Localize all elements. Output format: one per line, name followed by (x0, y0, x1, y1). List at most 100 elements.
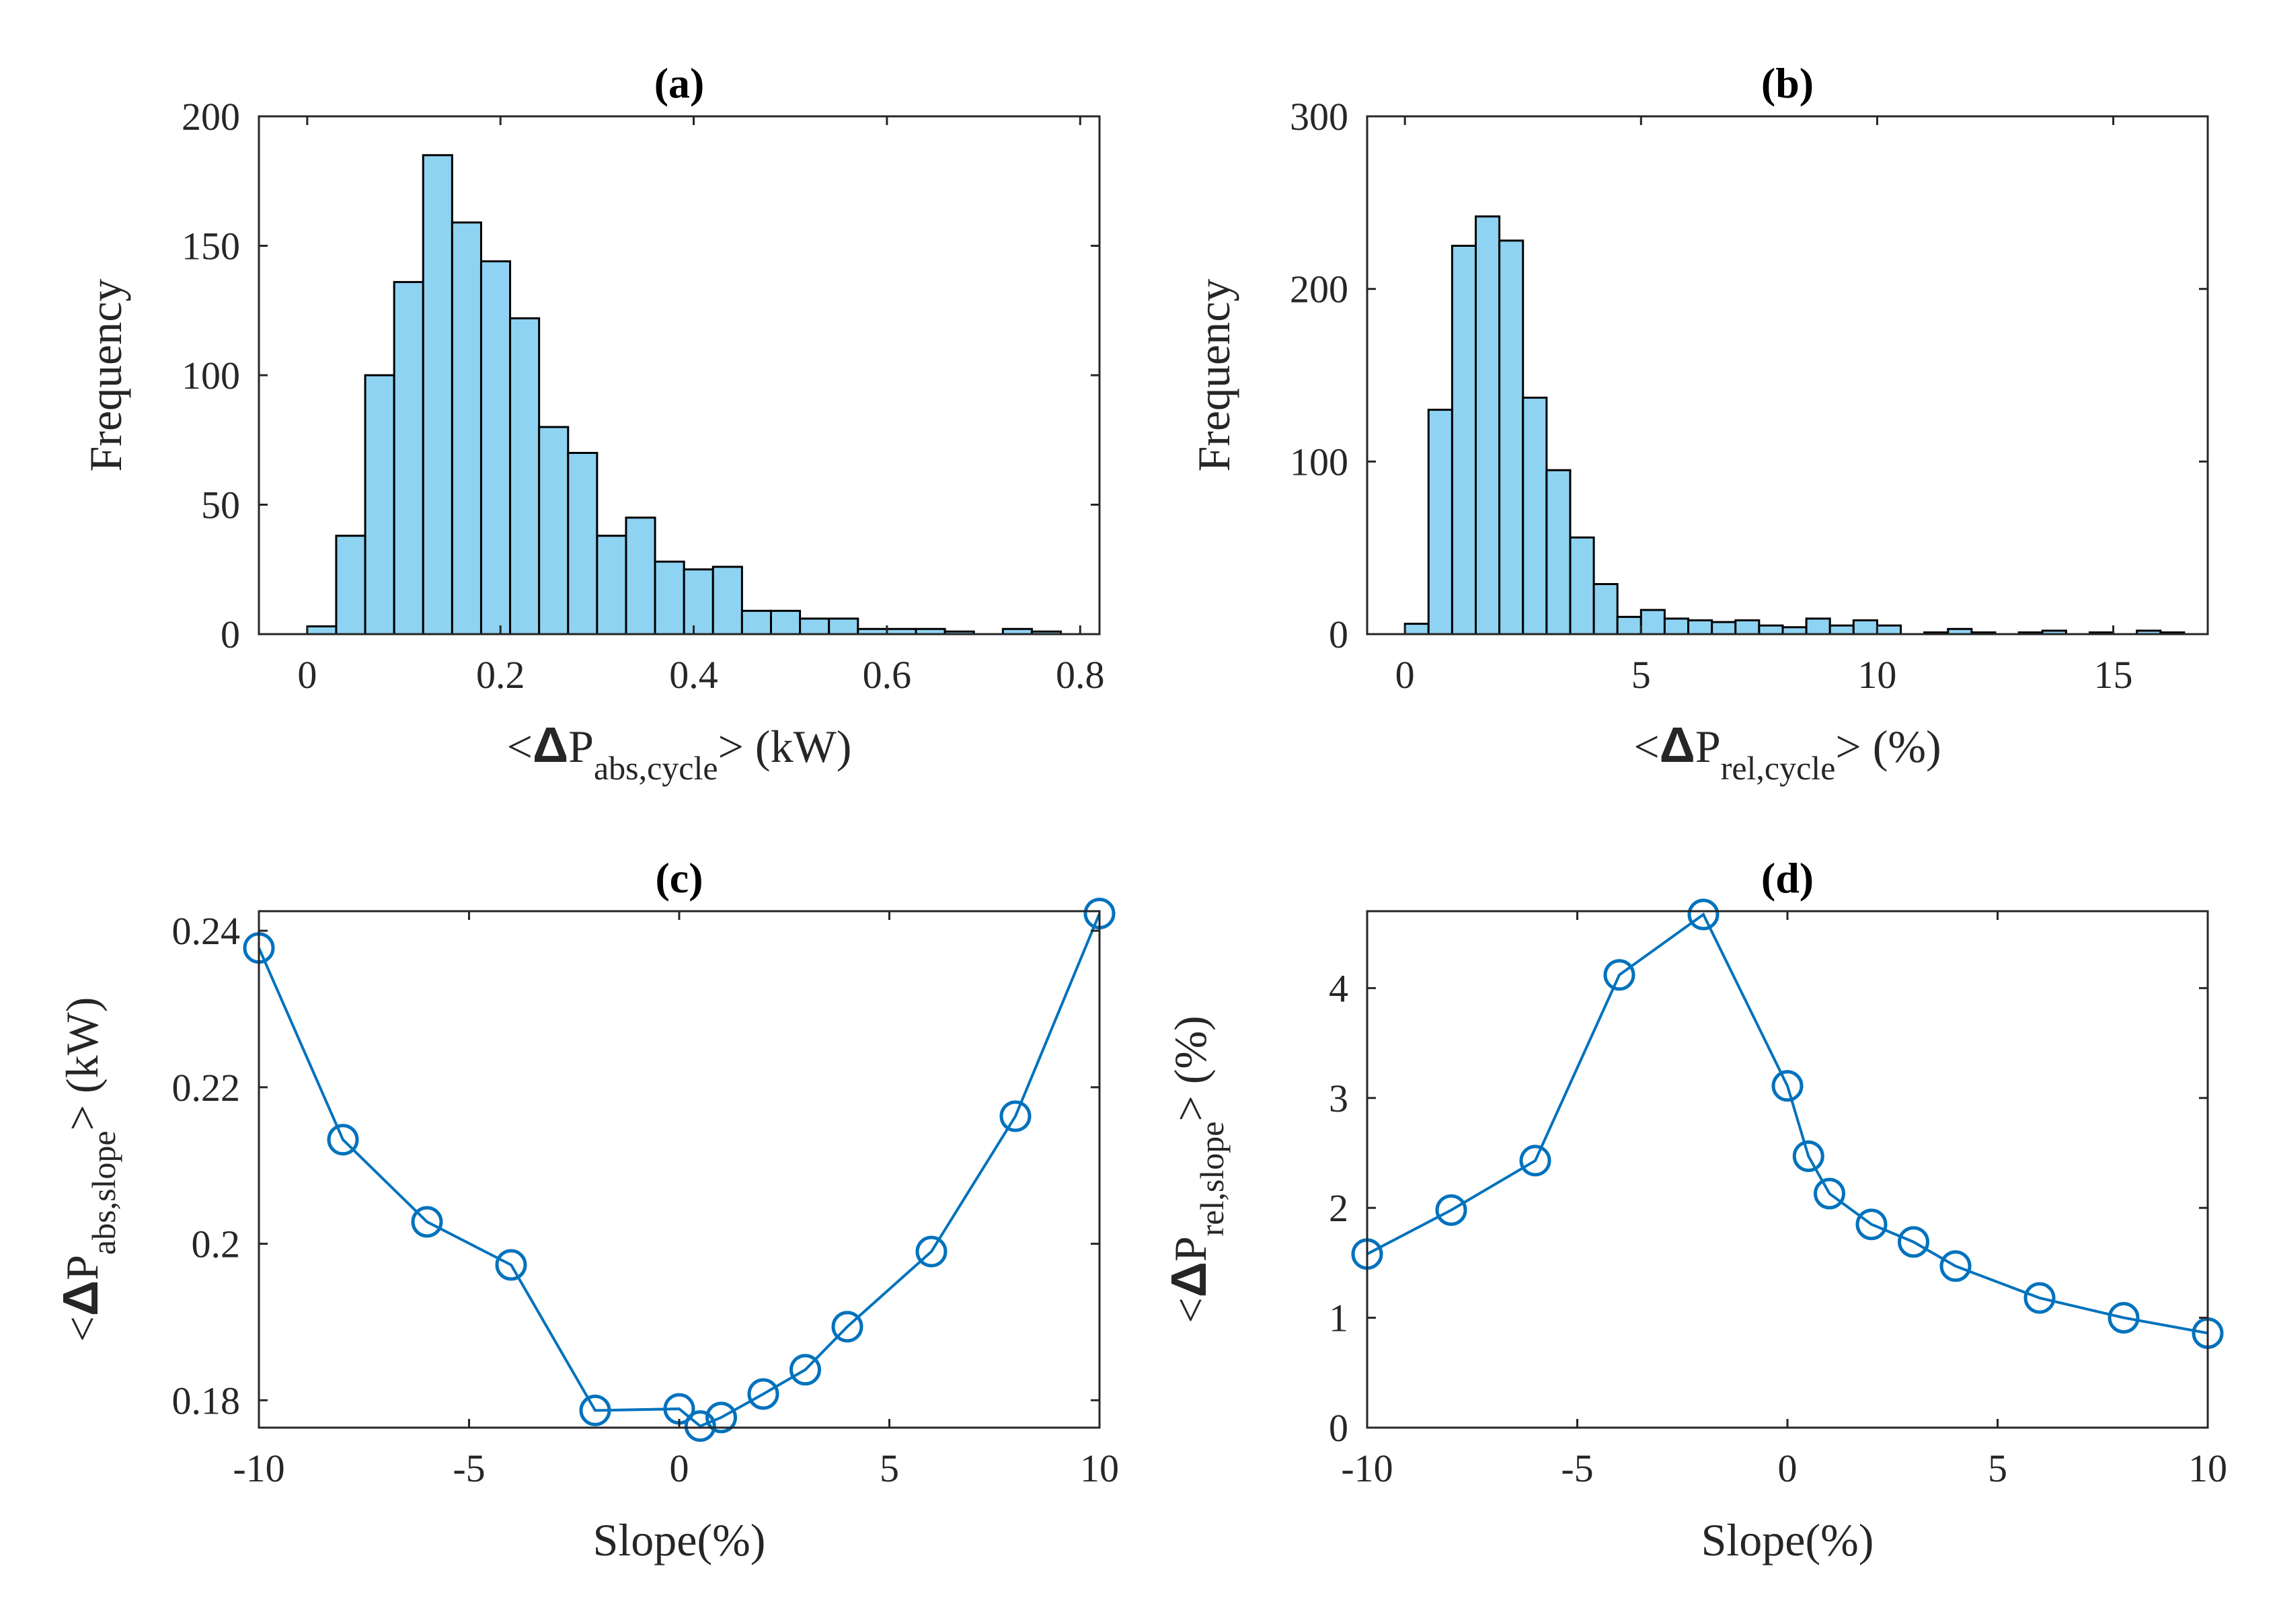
x-tick-label-c-0: -10 (233, 1446, 284, 1490)
label-prefix: < (1633, 721, 1659, 772)
x-axis-label-c: Slope(%) (593, 1514, 766, 1565)
bar-a-15 (740, 609, 772, 635)
x-tick-label-d-2: 0 (1778, 1446, 1798, 1490)
point-d-9 (1898, 1226, 1929, 1258)
axes-box-c (258, 910, 1101, 1429)
x-axis-label-b: <ΔPrel,cycle> (%) (1633, 717, 1941, 787)
x-axis-label-a: <ΔPabs,cycle> (kW) (507, 717, 852, 787)
panel-title-a: (a) (654, 59, 705, 107)
bar-a-9 (567, 452, 599, 635)
point-d-3 (1603, 959, 1635, 991)
bar-b-11 (1663, 617, 1690, 635)
label-subscript: abs,slope (85, 1130, 122, 1255)
y-axis-label-d: <ΔPrel,slope> (%) (1161, 1015, 1231, 1323)
label-suffix: > (%) (1165, 1015, 1216, 1121)
delta-symbol: Δ (52, 1280, 108, 1316)
label-subscript: rel,cycle (1721, 749, 1836, 787)
point-d-11 (2023, 1282, 2056, 1314)
point-c-1 (327, 1124, 359, 1156)
x-tick-label-b-3: 15 (2094, 653, 2133, 697)
y-tick-label-d-1: 1 (1329, 1297, 1348, 1340)
label-main: P (568, 721, 594, 772)
axes-box-d (1366, 910, 2209, 1429)
x-tick-label-b-1: 5 (1631, 653, 1651, 697)
label-suffix: > (%) (1835, 721, 1941, 772)
x-tick-label-b-0: 0 (1395, 653, 1415, 697)
x-tick-label-a-3: 0.6 (863, 653, 912, 697)
panel-d: -10 -5 0 5 10 0 1 2 3 4 (d) Slope(%) <ΔPrel,slope> (… (1161, 854, 2227, 1565)
bar-a-13 (683, 568, 714, 635)
y-tick-label-d-3: 3 (1329, 1077, 1348, 1120)
point-d-4 (1687, 898, 1720, 931)
label-main: P (1165, 1236, 1216, 1262)
label-prefix: < (1165, 1297, 1216, 1323)
point-d-8 (1855, 1208, 1888, 1241)
point-c-12 (999, 1100, 1032, 1132)
panel-a: 0 0.2 0.4 0.6 0.8 0 50 100 150 200 (a) <ΔPabs,cycle… (80, 59, 1105, 787)
bar-b-13 (1711, 621, 1737, 635)
bar-b-0 (1403, 623, 1430, 635)
bar-b-3 (1475, 215, 1501, 635)
bar-a-17 (799, 617, 831, 635)
y-tick-label-d-4: 4 (1329, 966, 1348, 1010)
point-c-8 (747, 1378, 779, 1410)
y-tick-label-c-3: 0.24 (172, 909, 241, 953)
bar-b-6 (1545, 469, 1572, 635)
point-c-6 (684, 1410, 716, 1442)
x-tick-label-d-4: 10 (2188, 1446, 2227, 1490)
x-tick-label-a-4: 0.8 (1056, 653, 1105, 697)
series-line-c (258, 913, 1101, 1428)
label-main: P (1695, 721, 1721, 772)
y-tick-label-b-3: 300 (1290, 95, 1348, 139)
x-tick-label-b-2: 10 (1857, 653, 1896, 697)
point-c-11 (915, 1235, 948, 1268)
panel-c: -10 -5 0 5 10 0.18 0.2 0.22 0.24 (c) Slope(%) <ΔPab… (52, 854, 1119, 1565)
axes-box-b (1366, 115, 2209, 635)
x-tick-label-a-1: 0.2 (476, 653, 525, 697)
y-tick-label-b-1: 100 (1290, 440, 1348, 484)
bar-a-8 (538, 426, 570, 635)
bar-b-5 (1522, 396, 1548, 635)
bar-a-16 (769, 609, 802, 635)
x-tick-label-c-3: 5 (880, 1446, 899, 1490)
point-d-1 (1435, 1194, 1467, 1226)
bar-a-0 (306, 625, 338, 635)
point-d-5 (1771, 1070, 1804, 1102)
label-prefix: < (56, 1316, 108, 1342)
bar-b-17 (1805, 617, 1831, 635)
y-tick-label-a-3: 150 (182, 225, 240, 268)
y-tick-label-c-2: 0.22 (172, 1066, 241, 1110)
y-tick-label-b-2: 200 (1290, 268, 1348, 311)
y-tick-label-d-0: 0 (1329, 1406, 1348, 1450)
series-line-d (1366, 912, 2208, 1335)
point-c-10 (831, 1311, 863, 1343)
point-c-2 (411, 1206, 443, 1238)
bar-a-1 (335, 535, 366, 635)
y-tick-label-a-4: 200 (182, 95, 240, 139)
y-tick-label-d-2: 2 (1329, 1186, 1348, 1230)
bar-a-7 (509, 317, 541, 635)
y-tick-label-c-1: 0.2 (192, 1223, 241, 1266)
point-d-6 (1792, 1140, 1824, 1172)
bar-b-1 (1427, 408, 1453, 635)
bar-b-10 (1639, 609, 1666, 635)
label-suffix: > (kW) (56, 997, 108, 1131)
y-axis-label-b: Frequency (1188, 278, 1239, 471)
point-c-3 (495, 1249, 527, 1281)
bar-b-8 (1592, 583, 1619, 635)
delta-symbol: Δ (533, 717, 568, 773)
point-d-12 (2108, 1302, 2140, 1334)
y-tick-label-a-0: 0 (221, 613, 240, 656)
bar-b-15 (1758, 624, 1784, 635)
bar-b-16 (1781, 626, 1808, 635)
bar-b-7 (1569, 536, 1595, 635)
point-c-4 (579, 1394, 611, 1426)
bar-b-14 (1734, 619, 1761, 635)
bar-b-18 (1828, 624, 1855, 635)
x-tick-label-a-0: 0 (297, 653, 317, 697)
bar-a-18 (828, 617, 859, 635)
bar-b-2 (1451, 245, 1477, 635)
bar-b-4 (1498, 239, 1525, 635)
delta-symbol: Δ (1660, 717, 1695, 773)
